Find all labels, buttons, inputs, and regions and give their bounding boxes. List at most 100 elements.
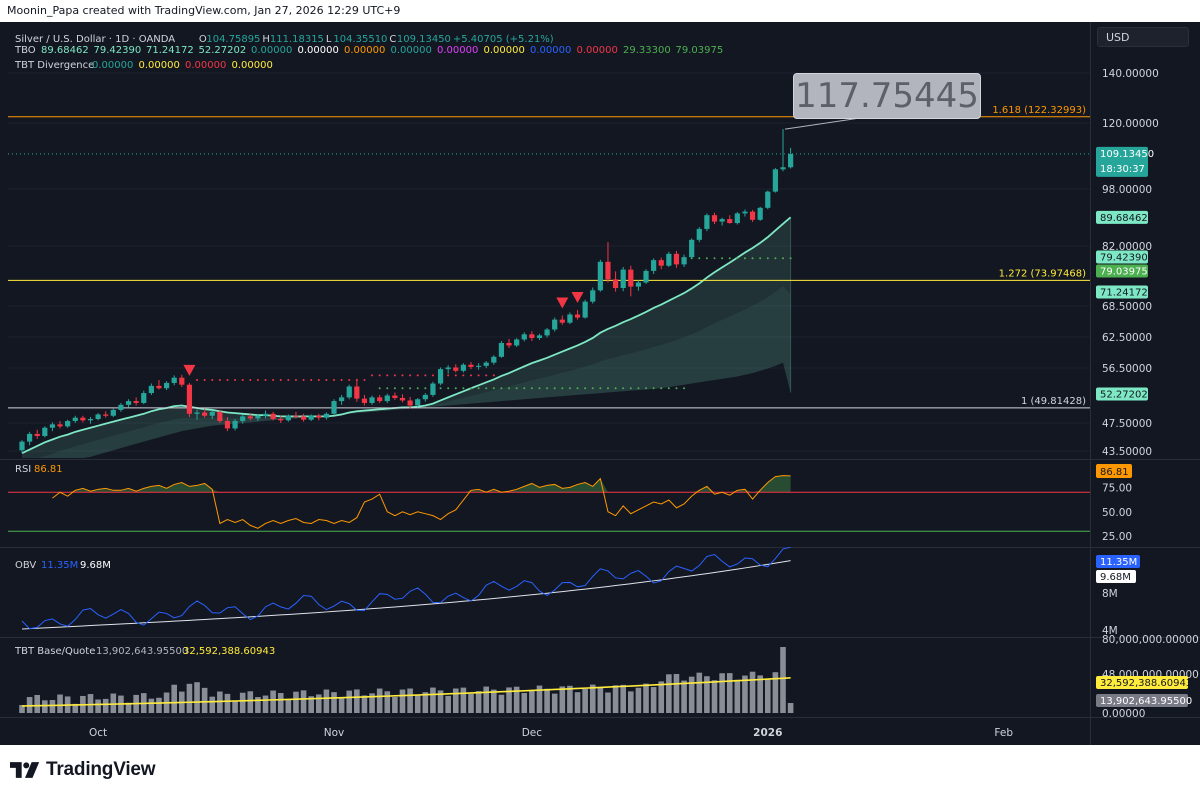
candle	[612, 271, 619, 292]
time-axis-label: Dec	[522, 727, 543, 739]
price-label-text: 52.27202	[1100, 390, 1148, 401]
candle-body	[339, 397, 345, 402]
candle-body	[559, 319, 565, 323]
candle	[194, 409, 200, 420]
rsi-title: RSI	[15, 464, 31, 475]
volume-bar	[392, 697, 398, 713]
volume-bar	[239, 692, 246, 713]
candle	[552, 317, 558, 332]
volume-bar	[589, 684, 596, 713]
candle	[514, 337, 520, 347]
candle	[536, 333, 543, 340]
candle	[125, 399, 132, 408]
level-dot	[789, 257, 792, 260]
candle	[788, 147, 794, 169]
pane-separator	[0, 459, 1200, 460]
currency-selector[interactable]: USD	[1097, 27, 1189, 47]
volume-bar	[232, 700, 238, 713]
candle	[658, 257, 664, 270]
candle-body	[217, 411, 223, 422]
candle	[574, 309, 581, 320]
candle-body	[620, 269, 626, 288]
tbo-band-inner	[22, 286, 791, 458]
volume-bar	[551, 693, 558, 713]
high-callout-connector	[784, 117, 861, 130]
level-dot	[409, 387, 412, 390]
chart-canvas[interactable]: 140.00000 120.00000 98.00000 82.00000 68.500…	[0, 22, 1200, 745]
candle-body	[422, 394, 428, 400]
volume-bar	[521, 692, 528, 713]
level-dot	[218, 379, 221, 382]
level-dot	[287, 379, 290, 382]
volume-bar	[57, 694, 63, 713]
volume-bar	[612, 685, 619, 713]
candle-body	[788, 153, 794, 168]
candle-body	[719, 219, 725, 222]
volume-bar	[414, 694, 421, 713]
candle	[567, 312, 573, 325]
volume-bar	[49, 700, 56, 713]
volume-bar	[468, 693, 474, 713]
level-dot	[256, 379, 259, 382]
candle-body	[255, 415, 261, 419]
candle-body	[415, 399, 421, 406]
level-dot	[454, 374, 457, 377]
candle	[65, 419, 71, 428]
candle	[605, 242, 611, 283]
volume-bar	[635, 687, 642, 713]
candle-body	[765, 191, 771, 208]
legend-ohlc-value: 111.18315	[270, 34, 324, 45]
level-dot	[241, 379, 244, 382]
candle-body	[202, 412, 208, 416]
volume-bar	[475, 691, 482, 713]
volume-bar	[399, 689, 406, 713]
chart-background	[0, 22, 1200, 745]
candle-body	[171, 377, 177, 383]
candle	[240, 415, 246, 424]
candle	[628, 265, 634, 297]
price-tick: 43.50000	[1102, 446, 1152, 458]
level-dot	[454, 387, 457, 390]
price-label-badge	[1096, 250, 1148, 264]
candle	[453, 364, 459, 373]
candle	[369, 395, 375, 405]
candle	[620, 266, 626, 292]
legend-tbo-value: 0.00000	[251, 45, 292, 56]
price-label-badge	[1096, 264, 1148, 278]
tradingview-logo[interactable]: TradingView	[10, 759, 156, 781]
candle-body	[247, 416, 253, 419]
obv-line	[21, 546, 791, 630]
candle	[742, 209, 748, 217]
candle	[468, 362, 474, 370]
sell-signal-marker	[556, 297, 569, 309]
level-dot	[667, 387, 670, 390]
volume-bar	[300, 690, 307, 713]
candle	[270, 411, 276, 421]
candle-body	[323, 413, 329, 418]
candle	[209, 410, 215, 420]
price-label-text: 109.13450	[1100, 149, 1154, 160]
candle	[202, 408, 208, 418]
level-dot	[637, 387, 640, 390]
high-price-text: 117.75445	[795, 76, 979, 116]
level-dot	[766, 257, 769, 260]
volume-bar	[346, 690, 353, 713]
high-price-callout: 117.75445	[793, 73, 981, 119]
price-tick: 140.00000	[1102, 68, 1159, 80]
candle	[757, 206, 763, 221]
candle-body	[597, 261, 603, 291]
candle	[133, 397, 139, 406]
pane-separator	[0, 717, 1200, 718]
candle	[255, 413, 261, 422]
candle-body	[49, 424, 56, 428]
price-tick: 56.50000	[1102, 363, 1152, 375]
candle-body	[704, 215, 710, 229]
obv-ma-badge	[1096, 570, 1136, 583]
level-dot	[211, 379, 214, 382]
level-dot	[683, 387, 686, 390]
candle-body	[377, 397, 383, 402]
volume-bar	[445, 695, 451, 713]
price-label-badge	[1096, 210, 1148, 224]
candle	[719, 217, 725, 226]
level-dot	[477, 387, 480, 390]
